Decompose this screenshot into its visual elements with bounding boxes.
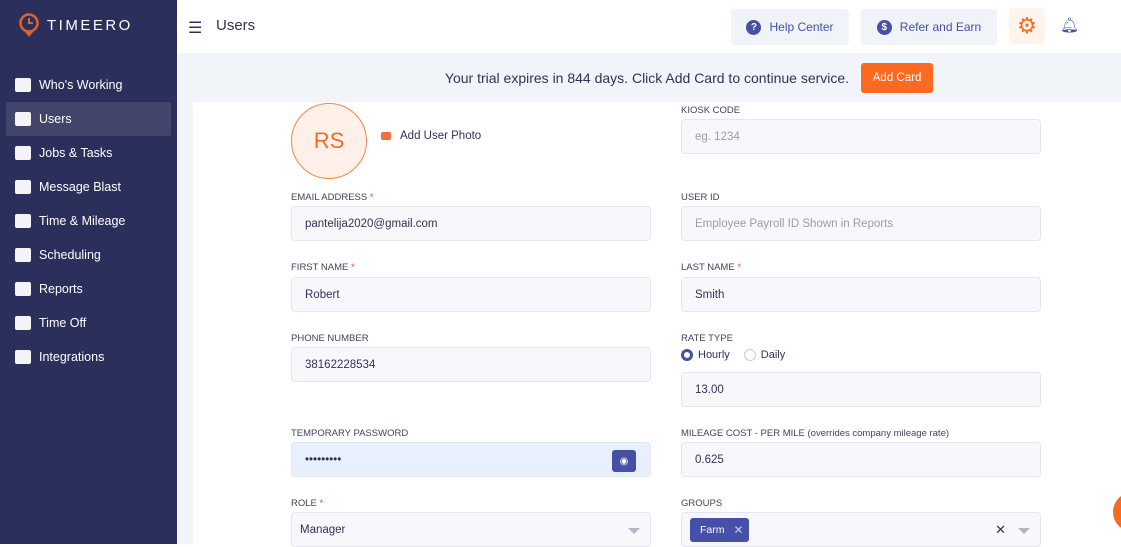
timesheet-icon [15,214,31,228]
sidebar-item-time-mileage[interactable]: Time & Mileage [6,204,171,238]
sidebar-item-label: Message Blast [39,180,121,194]
sidebar-item-scheduling[interactable]: Scheduling [6,238,171,272]
help-center-button[interactable]: ? Help Center [731,9,849,45]
mileage-label: MILEAGE COST - PER MILE (overrides compa… [681,428,950,439]
kiosk-code-label: KIOSK CODE [681,105,741,116]
user-id-input[interactable]: Employee Payroll ID Shown in Reports [681,206,1041,241]
sidebar-item-jobs-tasks[interactable]: Jobs & Tasks [6,136,171,170]
chevron-down-icon [628,528,640,534]
refer-earn-label: Refer and Earn [899,20,982,34]
group-chip: Farm ✕ [690,518,749,542]
last-name-value: Smith [695,288,725,301]
radio-daily[interactable]: Daily [743,349,785,361]
kiosk-code-placeholder: eg. 1234 [695,130,740,143]
user-id-label: USER ID [681,192,720,203]
groups-select[interactable]: Farm ✕ ✕ [681,512,1041,547]
megaphone-icon [15,180,31,194]
trial-text: Your trial expires in 844 days. Click Ad… [444,69,850,86]
calendar-clock-icon [15,248,31,262]
header: ☰ Users ? Help Center $ Refer and Earn ⚙ 🔔… [177,0,1121,53]
phone-value: 38162228534 [305,358,376,371]
sidebar-item-users[interactable]: Users [6,102,171,136]
groups-label: GROUPS [681,498,723,509]
sidebar-item-label: Scheduling [39,248,101,262]
clear-icon[interactable]: ✕ [995,522,1006,537]
temp-password-input[interactable]: ••••••••• ◉ [291,442,651,477]
chevron-down-icon [1018,528,1030,534]
first-name-label: FIRST NAME * [291,262,355,273]
collapse-menu-icon[interactable]: ☰ [188,20,203,37]
sidebar-item-label: Users [39,112,72,126]
eye-icon[interactable]: ◉ [612,450,636,472]
mileage-input[interactable]: 0.625 [681,442,1041,477]
add-card-button[interactable]: Add Card [861,62,934,93]
last-name-label: LAST NAME * [681,262,742,273]
briefcase-icon [15,146,31,160]
phone-label: PHONE NUMBER [291,333,369,344]
kiosk-code-input[interactable]: eg. 1234 [681,119,1041,154]
logo-text: TIMEERO [47,16,133,34]
sidebar-item-reports[interactable]: Reports [6,272,171,306]
email-value: pantelija2020@gmail.com [305,217,438,230]
rate-type-radios: Hourly Daily [681,349,785,361]
sidebar-item-time-off[interactable]: Time Off [6,306,171,340]
sidebar-item-label: Jobs & Tasks [39,146,113,160]
sidebar-item-label: Time & Mileage [39,214,126,228]
password-value: ••••••••• [305,453,342,466]
last-name-input[interactable]: Smith [681,277,1041,312]
radio-checked-icon [681,349,693,361]
chat-fab-button[interactable] [1113,492,1121,532]
refer-earn-button[interactable]: $ Refer and Earn [861,9,997,45]
remove-chip-icon[interactable]: ✕ [733,523,744,537]
sidebar-item-label: Reports [39,282,83,296]
first-name-value: Robert [305,288,340,301]
camera-icon [381,132,391,140]
role-value: Manager [300,523,346,536]
phone-input[interactable]: 38162228534 [291,347,651,382]
sidebar: TIMEERO Who's Working Users Jobs & Tasks… [0,0,177,544]
page-title: Users [216,17,256,34]
map-icon [15,78,31,92]
role-select[interactable]: Manager [291,512,651,547]
sidebar-item-label: Time Off [39,316,87,330]
rate-type-label: RATE TYPE [681,333,733,344]
sleep-icon [15,316,31,330]
bell-icon[interactable]: 🔔︎ [1060,17,1080,34]
mileage-value: 0.625 [695,453,724,466]
avatar: RS [291,103,367,179]
rate-value: 13.00 [695,383,724,396]
add-user-photo-button[interactable]: Add User Photo [381,130,481,142]
monitor-icon [15,350,31,364]
sidebar-nav: Who's Working Users Jobs & Tasks Message… [6,68,171,374]
sidebar-item-label: Who's Working [39,78,123,92]
radio-unchecked-icon [743,349,756,361]
logo[interactable]: TIMEERO [19,13,133,37]
add-photo-label: Add User Photo [400,130,482,142]
rate-input[interactable]: 13.00 [681,372,1041,407]
email-field[interactable]: pantelija2020@gmail.com [291,206,651,241]
radio-hourly[interactable]: Hourly [681,349,730,361]
sidebar-item-label: Integrations [39,350,105,364]
users-icon [15,112,31,126]
content-gutter [177,102,193,544]
email-label: EMAIL ADDRESS * [291,192,374,203]
sidebar-item-message-blast[interactable]: Message Blast [6,170,171,204]
presentation-icon [15,282,31,296]
first-name-input[interactable]: Robert [291,277,651,312]
trial-banner: Your trial expires in 844 days. Click Ad… [177,53,1121,102]
user-id-placeholder: Employee Payroll ID Shown in Reports [695,217,894,230]
sidebar-item-whos-working[interactable]: Who's Working [6,68,171,102]
timeero-logo-icon [19,13,39,37]
question-icon: ? [746,19,762,35]
sidebar-item-integrations[interactable]: Integrations [6,340,171,374]
dollar-icon: $ [876,19,892,35]
temp-password-label: TEMPORARY PASSWORD [291,428,409,439]
help-center-label: Help Center [769,20,834,34]
role-label: ROLE * [291,498,324,509]
settings-gear-icon[interactable]: ⚙ [1009,8,1045,44]
